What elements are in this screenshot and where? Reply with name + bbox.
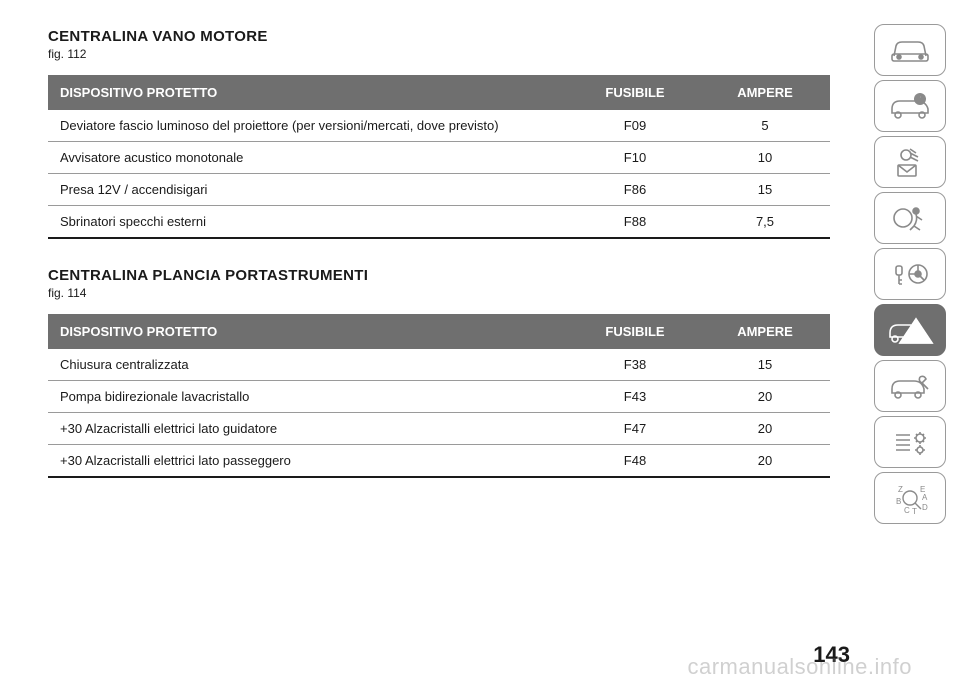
svg-text:D: D [922, 503, 928, 512]
nav-list-gear[interactable] [874, 416, 946, 468]
nav-car-service[interactable] [874, 360, 946, 412]
table-row: Avvisatore acustico monotonale F10 10 [48, 142, 830, 174]
cell-device: Deviatore fascio luminoso del proiettore… [48, 110, 570, 142]
fuse-table-engine: DISPOSITIVO PROTETTO FUSIBILE AMPERE Dev… [48, 75, 830, 239]
cell-fuse: F48 [570, 445, 700, 478]
car-info-icon: i [888, 91, 932, 121]
nav-car-warning[interactable] [874, 304, 946, 356]
cell-device: Sbrinatori specchi esterni [48, 206, 570, 239]
table-row: +30 Alzacristalli elettrici lato guidato… [48, 413, 830, 445]
cell-device: +30 Alzacristalli elettrici lato passegg… [48, 445, 570, 478]
section-dashboard-fusebox: CENTRALINA PLANCIA PORTASTRUMENTI fig. 1… [48, 267, 830, 478]
col-fuse-header: FUSIBILE [570, 75, 700, 110]
svg-text:T: T [912, 507, 917, 516]
cell-fuse: F43 [570, 381, 700, 413]
cell-ampere: 5 [700, 110, 830, 142]
cell-device: Presa 12V / accendisigari [48, 174, 570, 206]
cell-ampere: 15 [700, 174, 830, 206]
cell-ampere: 7,5 [700, 206, 830, 239]
cell-ampere: 20 [700, 381, 830, 413]
table-row: +30 Alzacristalli elettrici lato passegg… [48, 445, 830, 478]
airbag-icon [888, 202, 932, 234]
cell-fuse: F38 [570, 349, 700, 381]
figure-label: fig. 112 [48, 47, 830, 61]
table-row: Deviatore fascio luminoso del proiettore… [48, 110, 830, 142]
svg-text:C: C [904, 506, 910, 515]
section-title: CENTRALINA PLANCIA PORTASTRUMENTI [48, 267, 830, 284]
fuse-table-dashboard: DISPOSITIVO PROTETTO FUSIBILE AMPERE Chi… [48, 314, 830, 478]
page-content: CENTRALINA VANO MOTORE fig. 112 DISPOSIT… [48, 28, 830, 478]
col-fuse-header: FUSIBILE [570, 314, 700, 349]
nav-key-wheel[interactable] [874, 248, 946, 300]
figure-label: fig. 114 [48, 286, 830, 300]
cell-ampere: 20 [700, 445, 830, 478]
index-search-icon: Z E B A C T D [888, 480, 932, 516]
nav-car-front[interactable] [874, 24, 946, 76]
cell-device: Avvisatore acustico monotonale [48, 142, 570, 174]
table-row: Presa 12V / accendisigari F86 15 [48, 174, 830, 206]
cell-device: +30 Alzacristalli elettrici lato guidato… [48, 413, 570, 445]
car-service-icon [888, 371, 932, 401]
cell-device: Pompa bidirezionale lavacristallo [48, 381, 570, 413]
lights-message-icon [888, 145, 932, 179]
car-warning-icon [886, 313, 934, 347]
nav-airbag[interactable] [874, 192, 946, 244]
cell-ampere: 10 [700, 142, 830, 174]
svg-text:B: B [896, 497, 901, 506]
nav-lights-message[interactable] [874, 136, 946, 188]
col-ampere-header: AMPERE [700, 75, 830, 110]
col-device-header: DISPOSITIVO PROTETTO [48, 75, 570, 110]
svg-text:A: A [922, 493, 928, 502]
section-title: CENTRALINA VANO MOTORE [48, 28, 830, 45]
svg-text:Z: Z [898, 485, 903, 494]
cell-fuse: F88 [570, 206, 700, 239]
cell-fuse: F86 [570, 174, 700, 206]
cell-ampere: 20 [700, 413, 830, 445]
cell-device: Chiusura centralizzata [48, 349, 570, 381]
car-front-icon [888, 36, 932, 64]
table-row: Pompa bidirezionale lavacristallo F43 20 [48, 381, 830, 413]
cell-fuse: F10 [570, 142, 700, 174]
chapter-nav-sidebar: i [874, 24, 946, 524]
list-gear-icon [888, 427, 932, 457]
cell-fuse: F09 [570, 110, 700, 142]
key-wheel-icon [888, 258, 932, 290]
section-engine-fusebox: CENTRALINA VANO MOTORE fig. 112 DISPOSIT… [48, 28, 830, 239]
table-header-row: DISPOSITIVO PROTETTO FUSIBILE AMPERE [48, 75, 830, 110]
cell-ampere: 15 [700, 349, 830, 381]
col-ampere-header: AMPERE [700, 314, 830, 349]
col-device-header: DISPOSITIVO PROTETTO [48, 314, 570, 349]
table-row: Sbrinatori specchi esterni F88 7,5 [48, 206, 830, 239]
watermark-text: carmanualsonline.info [687, 654, 912, 680]
table-header-row: DISPOSITIVO PROTETTO FUSIBILE AMPERE [48, 314, 830, 349]
nav-car-info[interactable]: i [874, 80, 946, 132]
cell-fuse: F47 [570, 413, 700, 445]
table-row: Chiusura centralizzata F38 15 [48, 349, 830, 381]
nav-index-search[interactable]: Z E B A C T D [874, 472, 946, 524]
